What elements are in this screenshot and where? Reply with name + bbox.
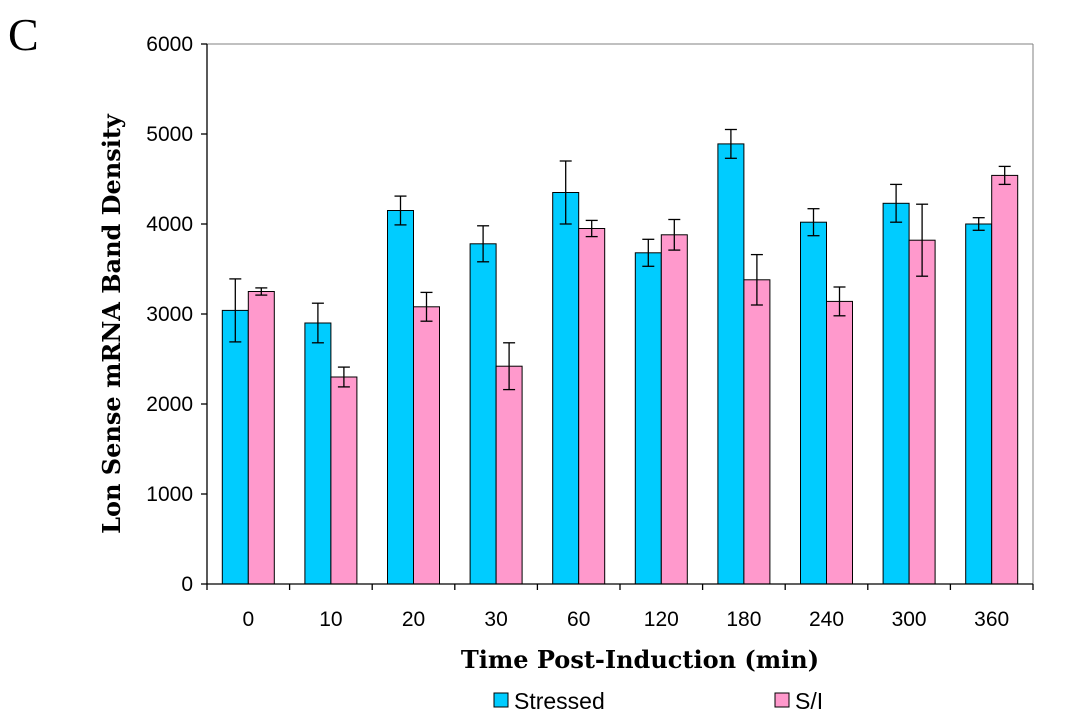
x-tick-label: 60 [567,608,590,631]
x-tick-label: 30 [484,608,507,631]
bar-s-i-20 [413,306,440,585]
bar-s-i-60 [578,228,606,585]
x-tick-label: 20 [402,608,425,631]
legend-swatch-0 [493,692,509,708]
bar-s-i-10 [330,376,358,585]
legend-label-1: S/I [795,688,823,714]
x-axis-title: Time Post-Induction (min) [461,645,819,674]
legend-label-0: Stressed [514,688,605,714]
bar-s-i-120 [660,234,688,585]
y-tick-label: 6000 [146,33,193,56]
bar-stressed-0 [221,309,249,585]
panel-label: C [8,9,39,60]
bar-stressed-180 [717,143,745,585]
x-axis-ticks: 0 10 20 30 60 120 180 240 300 360 [206,584,1034,631]
bar-s-i-0 [247,291,275,585]
y-tick-label: 4000 [146,213,193,236]
y-axis-title: Lon Sense mRNA Band Density [97,113,126,534]
x-tick-label: 10 [319,608,342,631]
y-tick-label: 3000 [146,303,193,326]
y-axis-ticks: 0 1000 2000 3000 4000 5000 6000 [146,33,207,596]
x-tick-label: 240 [809,608,844,631]
bar-s-i-30 [495,365,523,585]
bar-stressed-30 [469,243,497,585]
bar-s-i-180 [743,279,771,585]
bar-stressed-120 [634,252,662,585]
y-tick-label: 0 [181,573,193,596]
x-tick-label: 300 [892,608,927,631]
x-tick-label: 360 [974,608,1009,631]
bar-stressed-60 [552,192,580,585]
x-tick-label: 120 [644,608,679,631]
y-tick-label: 5000 [146,123,193,146]
bar-stressed-360 [965,223,993,585]
x-tick-label: 0 [242,608,254,631]
bar-s-i-300 [908,239,936,585]
x-tick-label: 180 [726,608,761,631]
bar-stressed-10 [304,322,332,585]
plot-area [206,43,1034,585]
y-tick-label: 2000 [146,393,193,416]
y-tick-label: 1000 [146,483,193,506]
bar-stressed-300 [882,202,910,585]
legend-swatch-1 [774,692,790,708]
bar-stressed-20 [387,210,414,585]
bar-s-i-360 [991,174,1019,585]
legend: Stressed S/I [493,688,823,714]
bar-s-i-240 [826,300,853,585]
bar-stressed-240 [800,221,827,585]
